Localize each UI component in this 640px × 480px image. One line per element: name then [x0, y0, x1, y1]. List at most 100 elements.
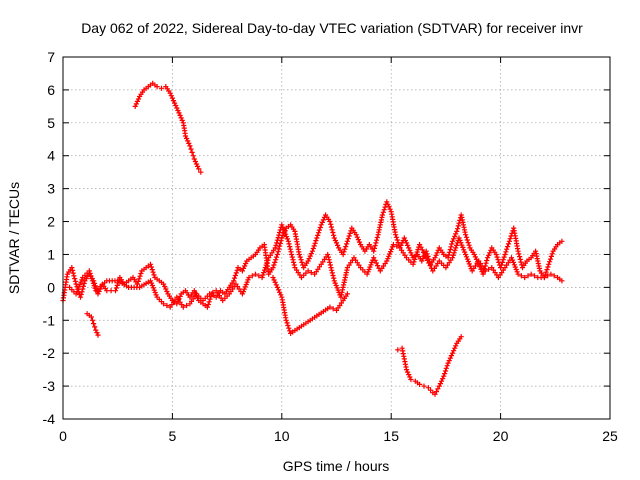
data-point	[328, 221, 334, 227]
data-point	[312, 240, 318, 246]
data-point	[95, 332, 101, 338]
data-point	[484, 257, 490, 264]
data-point	[297, 254, 303, 260]
data-point	[261, 270, 267, 276]
data-point	[285, 322, 291, 329]
data-point	[405, 242, 411, 248]
data-point	[454, 228, 460, 234]
data-point	[448, 353, 454, 359]
data-point	[464, 237, 470, 243]
data-point	[242, 284, 248, 290]
data-point	[500, 257, 506, 263]
data-point	[447, 246, 453, 253]
data-point	[70, 270, 76, 276]
data-point	[344, 238, 350, 244]
data-point	[467, 263, 473, 269]
data-point	[447, 355, 453, 361]
x-axis-label: GPS time / hours	[283, 458, 390, 474]
data-point	[177, 293, 183, 299]
data-point	[443, 365, 449, 371]
data-point	[466, 242, 472, 248]
data-point	[559, 238, 565, 244]
data-point	[275, 287, 282, 293]
data-point	[318, 222, 324, 228]
data-point	[204, 304, 210, 310]
data-point	[465, 240, 471, 246]
data-point	[456, 220, 462, 226]
data-point	[244, 279, 250, 285]
data-point	[276, 246, 282, 252]
data-point	[432, 255, 438, 261]
data-point	[371, 255, 377, 261]
data-point	[414, 249, 420, 255]
data-point	[310, 245, 316, 252]
x-tick-label: 25	[602, 428, 618, 444]
data-point	[450, 252, 456, 258]
data-point	[353, 232, 359, 238]
data-point	[442, 368, 449, 374]
data-point	[152, 289, 158, 296]
data-point	[182, 133, 189, 139]
data-point	[262, 267, 268, 273]
data-point	[72, 276, 78, 282]
data-point	[434, 250, 440, 256]
data-point	[483, 260, 489, 266]
data-point	[287, 328, 293, 334]
data-point	[395, 347, 401, 353]
y-tick-label: 3	[47, 181, 55, 197]
data-point	[441, 373, 447, 379]
data-point	[436, 383, 442, 389]
data-point	[173, 102, 179, 109]
data-point	[375, 263, 381, 269]
data-point	[260, 272, 266, 278]
data-point	[298, 257, 304, 263]
data-point	[548, 271, 554, 277]
data-point	[541, 274, 547, 281]
data-point	[89, 317, 96, 323]
data-point	[542, 272, 548, 278]
data-point	[525, 273, 531, 279]
data-point	[498, 262, 505, 268]
data-point	[249, 273, 255, 279]
series-secondary-track	[67, 222, 565, 310]
data-point	[190, 153, 196, 159]
data-point	[163, 286, 169, 292]
data-point	[278, 292, 284, 298]
data-point	[329, 270, 335, 276]
data-point	[272, 259, 278, 265]
data-point	[72, 278, 78, 284]
data-point	[455, 223, 461, 229]
data-point	[544, 267, 550, 273]
data-point	[279, 222, 285, 228]
y-tick-label: -3	[43, 378, 56, 394]
data-point	[385, 256, 391, 262]
data-point	[88, 314, 94, 320]
data-point	[87, 270, 93, 276]
data-point	[86, 268, 92, 274]
axis-ticks: -4 -3 -2 -1 0 1 2 3 4 5 6 7 0 5 10 15 20 25	[43, 49, 618, 444]
data-point	[178, 115, 184, 121]
data-point	[388, 246, 395, 252]
data-point	[313, 238, 319, 244]
data-point	[193, 161, 200, 167]
data-point	[437, 381, 443, 387]
data-point	[456, 235, 462, 241]
data-point	[460, 244, 466, 250]
data-point	[465, 258, 471, 265]
data-point	[331, 232, 337, 238]
data-point	[344, 291, 350, 297]
data-point	[164, 302, 170, 309]
data-point	[328, 224, 334, 230]
data-point	[516, 251, 522, 257]
data-point	[446, 249, 453, 255]
data-point	[256, 273, 262, 279]
data-point	[452, 247, 458, 253]
data-point	[411, 259, 417, 265]
data-point	[413, 251, 419, 258]
data-point	[205, 301, 211, 308]
data-point	[446, 252, 452, 258]
data-point	[175, 107, 181, 114]
data-point	[161, 301, 167, 307]
data-point	[420, 256, 426, 262]
data-point	[371, 248, 377, 254]
